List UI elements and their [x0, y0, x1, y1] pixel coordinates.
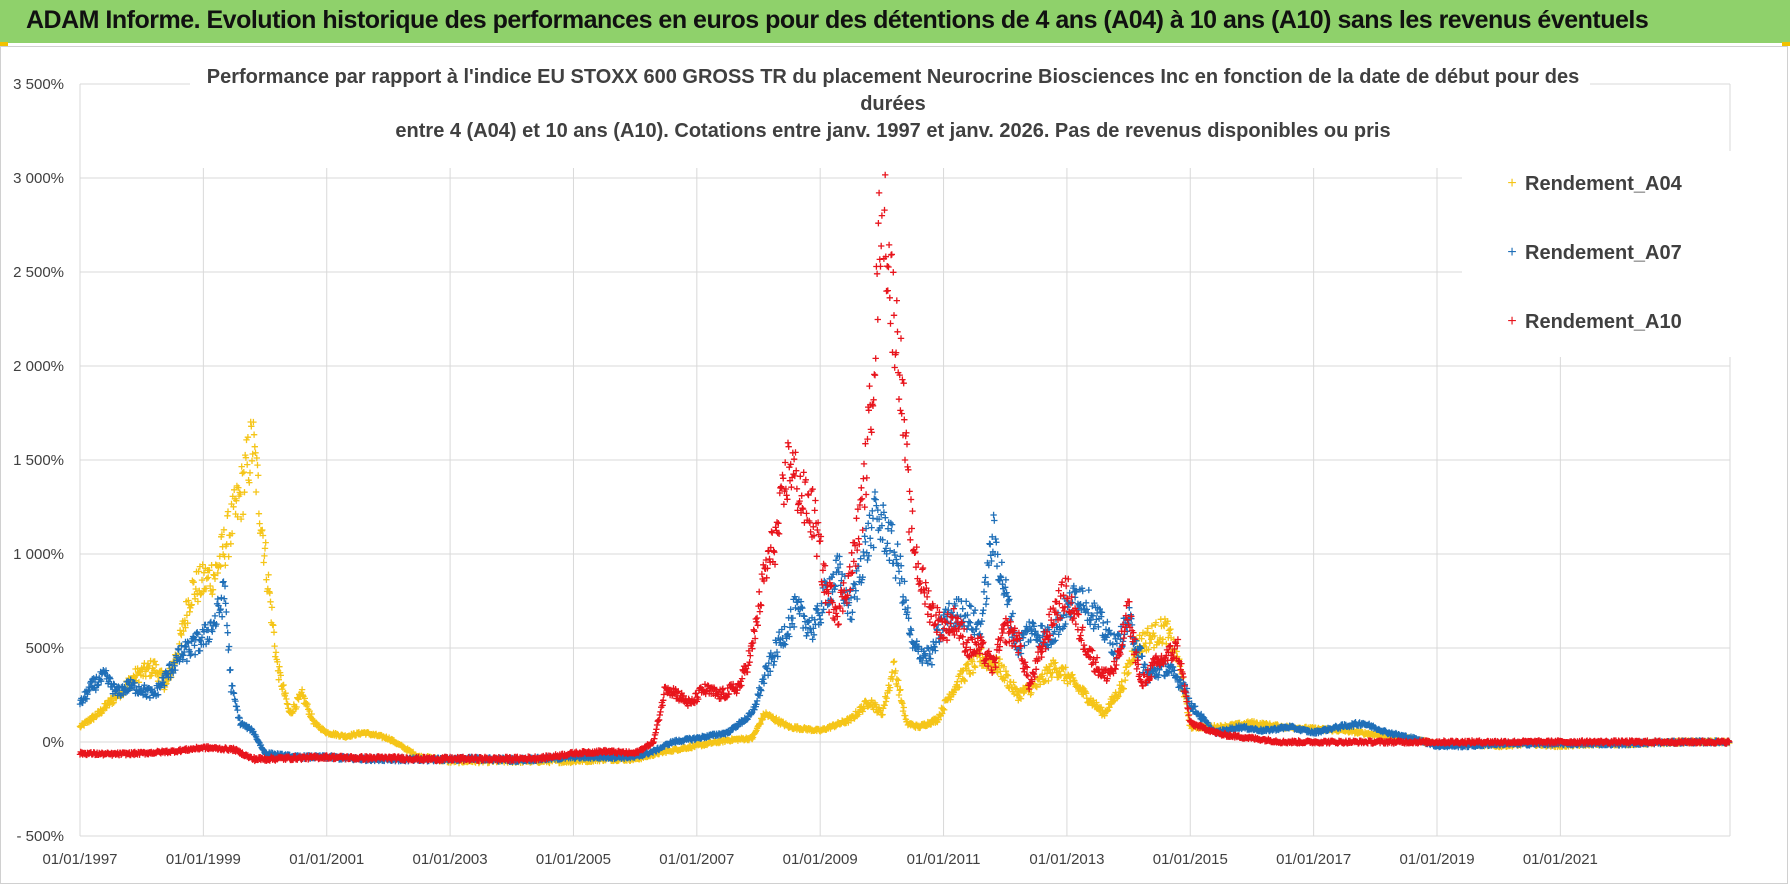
- chart-title-line-1: Performance par rapport à l'indice EU ST…: [207, 66, 1580, 88]
- x-tick-label: 01/01/2011: [907, 851, 981, 868]
- chart-title-line-2: durées: [860, 93, 926, 115]
- y-tick-label: 2 000%: [13, 358, 64, 375]
- x-tick-label: 01/01/2017: [1276, 851, 1351, 868]
- legend-marker-a04: +: [1507, 175, 1516, 192]
- report-header: ADAM Informe. Evolution historique des p…: [0, 0, 1790, 46]
- legend-marker-a07: +: [1507, 244, 1516, 261]
- chart-title-background: [190, 60, 1590, 168]
- x-tick-label: 01/01/2001: [289, 851, 364, 868]
- series-rendement-a10: [76, 131, 1733, 765]
- series-rendement-a04: [76, 418, 1733, 767]
- y-tick-label: 0%: [42, 734, 64, 751]
- legend-marker-a10: +: [1507, 313, 1516, 330]
- header-accent-right: [1782, 42, 1790, 46]
- y-tick-label: 3 500%: [13, 76, 64, 93]
- performance-scatter-chart: Performance par rapport à l'indice EU ST…: [13, 60, 1733, 868]
- legend-label-a04: Rendement_A04: [1525, 173, 1683, 195]
- x-tick-label: 01/01/2009: [783, 851, 858, 868]
- axes: - 500% 0% 500% 1 000% 1 500% 2 000% 2 500% 3 00…: [13, 76, 1598, 868]
- y-tick-label: 3 000%: [13, 170, 64, 187]
- x-tick-label: 01/01/2019: [1399, 851, 1474, 868]
- x-tick-label: 01/01/2007: [659, 851, 734, 868]
- x-tick-label: 01/01/2015: [1153, 851, 1228, 868]
- x-tick-label: 01/01/2005: [536, 851, 611, 868]
- data-points: [76, 131, 1733, 767]
- x-tick-label: 01/01/2003: [413, 851, 488, 868]
- chart-frame: [0, 46, 1788, 884]
- legend-label-a07: Rendement_A07: [1525, 242, 1682, 264]
- x-tick-label: 01/01/1999: [166, 851, 241, 868]
- y-tick-label: 500%: [26, 640, 64, 657]
- header-accent-left: [0, 42, 8, 46]
- report-title: ADAM Informe. Evolution historique des p…: [26, 6, 1649, 34]
- y-tick-label: 1 000%: [13, 546, 64, 563]
- chart-title-line-3: entre 4 (A04) et 10 ans (A10). Cotations…: [395, 120, 1390, 142]
- y-tick-label: 1 500%: [13, 452, 64, 469]
- series-markers: [76, 418, 1733, 767]
- y-tick-label: 2 500%: [13, 264, 64, 281]
- x-tick-label: 01/01/1997: [42, 851, 117, 868]
- series-rendement-a07: [76, 488, 1733, 766]
- legend-background: [1462, 151, 1732, 357]
- x-tick-label: 01/01/2021: [1523, 851, 1598, 868]
- y-tick-label: - 500%: [16, 828, 64, 845]
- series-markers: [76, 131, 1733, 765]
- legend: + Rendement_A04 + Rendement_A07 + Rendem…: [1462, 151, 1732, 357]
- chart-title: Performance par rapport à l'indice EU ST…: [190, 60, 1590, 168]
- series-markers: [76, 488, 1733, 766]
- x-tick-label: 01/01/2013: [1029, 851, 1104, 868]
- legend-label-a10: Rendement_A10: [1525, 311, 1682, 333]
